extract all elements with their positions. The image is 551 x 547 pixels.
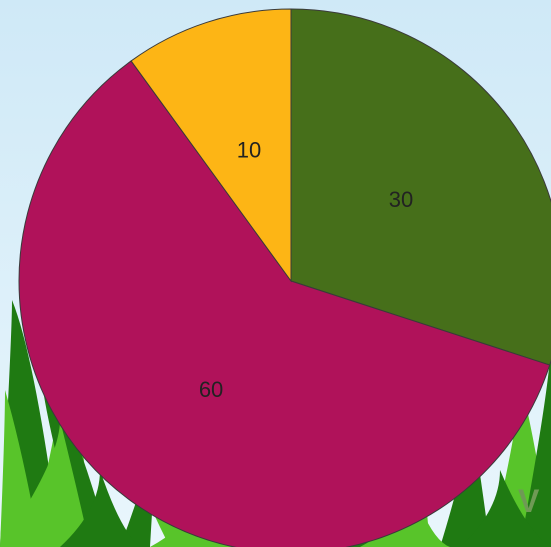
grass-blade: [460, 470, 551, 547]
pie-slice-60: [18, 60, 551, 547]
slice-label-10: 10: [237, 137, 261, 162]
pie-slice-30: [290, 8, 551, 366]
slice-label-60: 60: [199, 377, 223, 402]
slice-label-30: 30: [389, 187, 413, 212]
grass-blade: [0, 420, 90, 547]
grass-blade: [60, 470, 140, 547]
grass-blade: [520, 340, 551, 547]
pie-slice-10: [130, 8, 292, 283]
watermark-fragment: V: [518, 483, 540, 519]
